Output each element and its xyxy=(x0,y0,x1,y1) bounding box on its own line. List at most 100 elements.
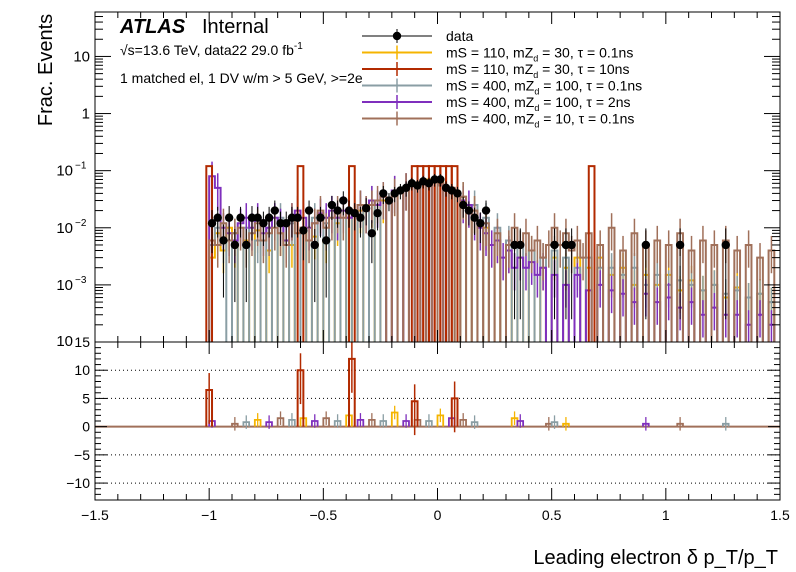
data-point xyxy=(379,189,388,198)
y-tick-exponent: −2 xyxy=(75,218,87,229)
series-s2-spike xyxy=(450,165,459,342)
data-point xyxy=(242,240,251,250)
atlas-label: ATLAS xyxy=(119,16,186,38)
legend-s5-label: mS = 400, mZd = 10, τ = 0.1ns xyxy=(446,111,634,130)
legend-label-sub: d xyxy=(534,103,539,113)
plot-layer: −1.5 −1 −0.5 0 0.5 1 1.510−310−210 −111010−10−5… xyxy=(56,11,790,523)
data-point xyxy=(361,204,371,213)
data-point xyxy=(321,236,331,245)
x-tick-label: 1.5 xyxy=(770,507,790,523)
data-point xyxy=(264,213,274,222)
top-panel-marks xyxy=(205,161,776,342)
data-point xyxy=(253,213,262,222)
ratio-panel-marks xyxy=(95,342,780,484)
x-tick-label: 1 xyxy=(662,507,670,523)
data-point xyxy=(367,229,377,238)
data-point xyxy=(213,213,222,222)
data-point xyxy=(476,219,485,228)
series-s2-spike xyxy=(348,165,356,342)
legend-s2-label: mS = 110, mZd = 30, τ = 10ns xyxy=(446,61,629,80)
data-point xyxy=(310,240,319,250)
data-point xyxy=(219,236,228,245)
ratio-y-tick-label: −10 xyxy=(66,475,90,491)
ratio-y-tick-label: 0 xyxy=(82,419,90,435)
data-point xyxy=(327,200,337,210)
legend-label-main: mS = 400, mZ xyxy=(446,111,535,127)
data-point xyxy=(470,213,479,222)
legend-s4-label: mS = 400, mZd = 100, τ = 2ns xyxy=(446,94,630,113)
energy-lumi-text: √s=13.6 TeV, data22 29.0 fb xyxy=(120,42,294,58)
ratio-y-tick-label: 5 xyxy=(82,390,90,406)
data-point xyxy=(550,240,559,250)
legend-label-sub: d xyxy=(533,70,538,80)
data-point xyxy=(230,240,240,250)
energy-lumi-label: √s=13.6 TeV, data22 29.0 fb-1 xyxy=(120,41,303,58)
data-point xyxy=(236,213,245,222)
data-point xyxy=(721,240,730,250)
x-tick-label: 0 xyxy=(434,507,442,523)
legend-label-rest: = 30, τ = 10ns xyxy=(538,61,629,77)
data-point xyxy=(567,240,576,250)
data-point xyxy=(304,206,314,215)
y-tick-base: 10 xyxy=(73,48,90,65)
x-tick-label: −0.5 xyxy=(310,507,338,523)
legend-label-sub: d xyxy=(534,120,539,130)
legend-label-rest: = 10, τ = 0.1ns xyxy=(539,111,634,127)
legend-label-main: mS = 400, mZ xyxy=(446,94,535,110)
y-tick-base: 10 xyxy=(56,220,73,237)
ratio-y-tick-label: 10 xyxy=(74,362,90,378)
data-point xyxy=(207,219,217,228)
legend-s1-label: mS = 110, mZd = 30, τ = 0.1ns xyxy=(446,45,633,64)
lumi-unit-sup: -1 xyxy=(294,41,303,52)
data-point xyxy=(516,240,525,250)
x-axis-label: Leading electron δ p_T/p_T xyxy=(533,547,778,569)
data-point xyxy=(316,213,325,222)
data-point xyxy=(282,219,291,228)
data-point xyxy=(270,206,280,215)
y-tick-base: 10 xyxy=(56,163,73,180)
y-tick-label: 10 xyxy=(56,163,73,180)
legend-s3-label: mS = 400, mZd = 100, τ = 0.1ns xyxy=(446,78,642,97)
status-label: Internal xyxy=(202,16,269,38)
legend-label-rest: = 100, τ = 2ns xyxy=(539,94,630,110)
data-point xyxy=(259,219,268,228)
data-point xyxy=(293,213,302,222)
ratio-y-tick-label: −5 xyxy=(74,447,90,463)
y-tick-label: 1 xyxy=(82,106,90,123)
legend-label-sub: d xyxy=(533,54,538,64)
selection-label: 1 matched el, 1 DV w/m > 5 GeV, >=2e xyxy=(120,70,363,86)
legend-label-rest: = 100, τ = 0.1ns xyxy=(539,78,642,94)
data-point xyxy=(464,206,474,215)
legend-data-marker xyxy=(392,31,402,41)
y-tick-base: 10 xyxy=(56,277,73,294)
data-point xyxy=(641,240,651,250)
x-tick-label: 0.5 xyxy=(542,507,562,523)
data-point xyxy=(384,196,394,205)
legend-label-main: mS = 110, mZ xyxy=(446,45,534,61)
data-point xyxy=(453,189,462,198)
data-point xyxy=(401,183,411,193)
data-point xyxy=(333,206,342,215)
series-s2-spike xyxy=(587,165,596,342)
data-point xyxy=(350,208,359,218)
data-point xyxy=(224,213,234,222)
data-point xyxy=(481,206,491,215)
legend-label-main: mS = 400, mZ xyxy=(446,78,535,94)
data-point xyxy=(299,226,308,235)
data-point xyxy=(339,196,348,205)
legend-label-sub: d xyxy=(534,87,539,97)
y-tick-exponent: −3 xyxy=(75,275,87,286)
ratio-y-tick-label: 15 xyxy=(74,334,90,350)
y-axis-label: Frac. Events xyxy=(35,14,57,126)
series-s2-spike xyxy=(205,165,214,342)
data-point xyxy=(356,213,365,222)
y-tick-base: 1 xyxy=(82,106,90,123)
legend-label-main: data xyxy=(446,28,473,44)
legend-label-main: mS = 110, mZ xyxy=(446,61,534,77)
x-tick-label: −1.5 xyxy=(81,507,109,523)
data-point xyxy=(373,208,382,218)
legend-label-rest: = 30, τ = 0.1ns xyxy=(538,45,633,61)
legend-data-label: data xyxy=(446,28,473,44)
